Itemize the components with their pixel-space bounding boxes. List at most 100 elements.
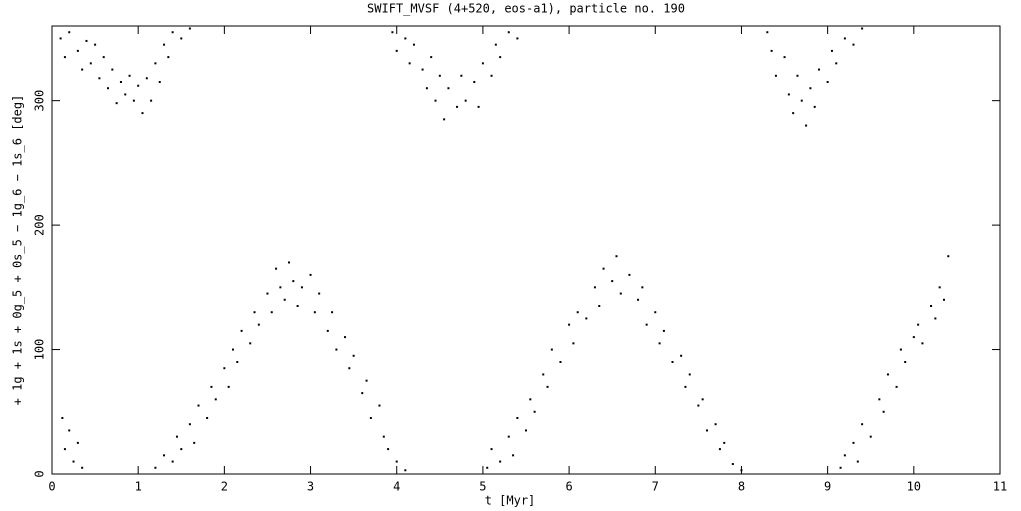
point: [236, 361, 239, 363]
point: [917, 323, 920, 326]
point: [275, 267, 278, 270]
point: [770, 49, 773, 52]
point: [835, 62, 838, 65]
point: [257, 323, 260, 326]
point: [89, 62, 92, 65]
point: [128, 74, 131, 77]
point: [335, 348, 338, 351]
point: [718, 448, 721, 451]
point: [805, 124, 808, 127]
point: [572, 342, 575, 345]
x-tick-label: 7: [652, 480, 659, 494]
point: [141, 112, 144, 115]
point: [705, 429, 708, 432]
point: [830, 49, 833, 52]
point: [813, 105, 816, 108]
point: [486, 466, 489, 469]
point: [843, 37, 846, 40]
point: [852, 441, 855, 444]
point: [412, 43, 415, 46]
point: [684, 385, 687, 388]
point: [938, 286, 941, 289]
point: [598, 305, 601, 307]
point: [382, 435, 385, 438]
point: [404, 469, 407, 472]
point: [930, 305, 933, 307]
x-tick-label: 11: [993, 480, 1007, 494]
point: [934, 317, 937, 320]
point: [473, 81, 476, 83]
point: [132, 99, 135, 102]
point: [499, 56, 502, 59]
point: [270, 311, 273, 314]
point: [740, 469, 743, 472]
point: [378, 404, 381, 407]
point: [460, 74, 463, 77]
y-tick-label: 0: [33, 470, 47, 477]
point: [158, 81, 161, 83]
point: [688, 373, 691, 376]
point: [279, 286, 282, 289]
point: [180, 37, 183, 40]
x-tick-label: 5: [479, 480, 486, 494]
point: [529, 398, 532, 401]
point: [296, 305, 299, 307]
x-axis-label: t [Myr]: [485, 494, 536, 508]
point: [119, 81, 122, 83]
point: [352, 354, 355, 357]
point: [85, 39, 88, 42]
point: [163, 43, 166, 46]
point: [477, 105, 480, 108]
point: [680, 354, 683, 357]
point: [223, 367, 226, 370]
point: [921, 342, 924, 345]
point: [81, 68, 84, 71]
point: [365, 379, 368, 382]
x-tick-label: 9: [824, 480, 831, 494]
point: [344, 336, 347, 339]
point: [516, 37, 519, 40]
y-axis-label: + 1g + 1s + 0g_5 + 0s_5 − 1g_6 − 1s_6 [d…: [11, 95, 25, 406]
point: [421, 68, 424, 71]
point: [878, 398, 881, 401]
point: [210, 385, 213, 388]
point: [438, 74, 441, 77]
plot-frame: [51, 25, 1001, 475]
point: [559, 361, 562, 363]
point: [253, 311, 256, 314]
point: [861, 27, 864, 30]
point: [456, 105, 459, 108]
point: [408, 62, 411, 65]
point: [637, 298, 640, 301]
point: [499, 460, 502, 463]
point: [809, 87, 812, 90]
point: [447, 87, 450, 90]
point: [602, 267, 605, 270]
point: [869, 435, 872, 438]
point: [533, 410, 536, 413]
point: [942, 298, 945, 301]
point: [714, 423, 717, 426]
point: [107, 87, 110, 90]
point: [525, 429, 527, 432]
point: [249, 342, 252, 345]
x-tick-label: 4: [393, 480, 400, 494]
point: [188, 27, 191, 30]
point: [395, 460, 398, 463]
point: [171, 460, 174, 463]
point: [783, 56, 786, 59]
point: [895, 385, 898, 388]
x-tick-label: 8: [738, 480, 745, 494]
point: [826, 81, 829, 83]
y-tick-label: 200: [33, 214, 47, 236]
point: [63, 56, 66, 59]
point: [175, 435, 178, 438]
point: [800, 99, 803, 102]
x-tick-label: 2: [221, 480, 228, 494]
point: [395, 49, 398, 52]
x-tick-label: 6: [565, 480, 572, 494]
point: [206, 417, 209, 419]
point: [348, 367, 351, 370]
point: [645, 323, 648, 326]
